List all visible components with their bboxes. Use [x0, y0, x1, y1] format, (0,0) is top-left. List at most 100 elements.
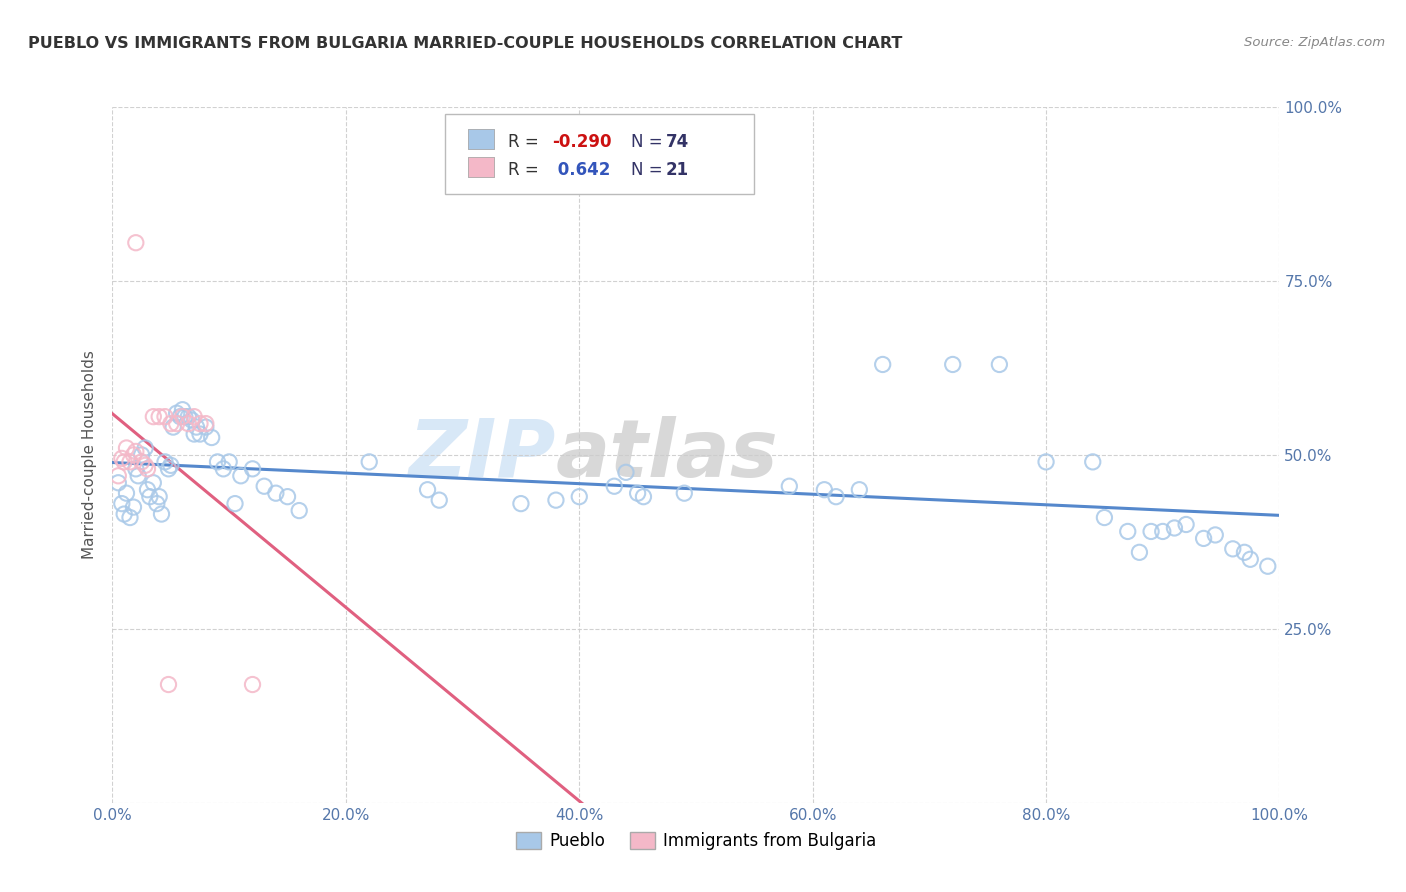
Point	[169, 409, 191, 424]
Y-axis label: Married-couple Households: Married-couple Households	[82, 351, 97, 559]
Point	[160, 458, 183, 473]
Point	[359, 455, 381, 469]
Point	[186, 420, 208, 434]
Point	[188, 417, 211, 431]
Text: Source: ZipAtlas.com: Source: ZipAtlas.com	[1244, 36, 1385, 49]
Point	[115, 441, 138, 455]
Point	[157, 677, 180, 691]
Point	[509, 497, 531, 511]
Point	[148, 490, 170, 504]
Point	[142, 409, 165, 424]
Point	[122, 500, 145, 514]
Text: 21: 21	[665, 161, 689, 178]
Point	[242, 462, 264, 476]
Point	[107, 475, 129, 490]
Point	[872, 358, 894, 372]
Point	[111, 497, 134, 511]
Point	[1239, 552, 1261, 566]
Point	[172, 402, 194, 417]
Point	[825, 490, 848, 504]
Point	[166, 406, 188, 420]
Point	[288, 503, 311, 517]
Point	[813, 483, 835, 497]
Point	[111, 451, 134, 466]
Text: 0.642: 0.642	[553, 161, 610, 178]
Point	[131, 448, 153, 462]
Point	[633, 490, 655, 504]
Point	[1094, 510, 1116, 524]
Point	[194, 417, 217, 431]
Point	[201, 430, 224, 444]
Point	[627, 486, 650, 500]
Point	[150, 507, 173, 521]
Point	[118, 455, 141, 469]
Text: 74: 74	[665, 133, 689, 151]
Text: R =: R =	[508, 133, 544, 151]
Point	[194, 420, 217, 434]
Point	[107, 468, 129, 483]
Point	[614, 466, 637, 480]
Point	[207, 455, 229, 469]
Point	[544, 493, 567, 508]
Point	[183, 409, 205, 424]
Text: R =: R =	[508, 161, 544, 178]
Point	[1222, 541, 1244, 556]
Point	[778, 479, 800, 493]
Text: PUEBLO VS IMMIGRANTS FROM BULGARIA MARRIED-COUPLE HOUSEHOLDS CORRELATION CHART: PUEBLO VS IMMIGRANTS FROM BULGARIA MARRI…	[28, 36, 903, 51]
Point	[134, 441, 156, 455]
Point	[112, 455, 135, 469]
Point	[118, 510, 141, 524]
Point	[148, 409, 170, 424]
Point	[276, 490, 298, 504]
Point	[146, 497, 169, 511]
Point	[125, 235, 148, 250]
Point	[673, 486, 696, 500]
Point	[848, 483, 870, 497]
Text: ZIP: ZIP	[409, 416, 555, 494]
Point	[160, 417, 183, 431]
Point	[1128, 545, 1150, 559]
Point	[427, 493, 450, 508]
Point	[1204, 528, 1226, 542]
Point	[1116, 524, 1139, 539]
Point	[136, 483, 159, 497]
Point	[1140, 524, 1163, 539]
Point	[224, 497, 246, 511]
Point	[942, 358, 965, 372]
Point	[1035, 455, 1057, 469]
Point	[127, 468, 149, 483]
Point	[1152, 524, 1174, 539]
Text: N =: N =	[631, 161, 668, 178]
Point	[183, 427, 205, 442]
Legend: Pueblo, Immigrants from Bulgaria: Pueblo, Immigrants from Bulgaria	[509, 826, 883, 857]
Point	[1257, 559, 1279, 574]
Point	[218, 455, 240, 469]
Point	[180, 413, 202, 427]
Point	[212, 462, 235, 476]
Point	[157, 462, 180, 476]
Point	[166, 417, 188, 431]
Point	[1192, 532, 1215, 546]
Point	[131, 455, 153, 469]
Text: -0.290: -0.290	[553, 133, 612, 151]
Point	[177, 417, 200, 431]
Point	[134, 458, 156, 473]
Point	[162, 420, 184, 434]
Point	[172, 409, 194, 424]
Point	[603, 479, 626, 493]
Text: N =: N =	[631, 133, 668, 151]
Point	[188, 427, 211, 442]
Point	[139, 490, 162, 504]
Point	[988, 358, 1011, 372]
Point	[153, 455, 176, 469]
Point	[136, 462, 159, 476]
Point	[253, 479, 276, 493]
Point	[115, 486, 138, 500]
Point	[125, 444, 148, 458]
Point	[1163, 521, 1185, 535]
FancyBboxPatch shape	[468, 128, 494, 149]
Point	[173, 409, 195, 424]
Text: atlas: atlas	[555, 416, 779, 494]
Point	[125, 462, 148, 476]
Point	[122, 448, 145, 462]
